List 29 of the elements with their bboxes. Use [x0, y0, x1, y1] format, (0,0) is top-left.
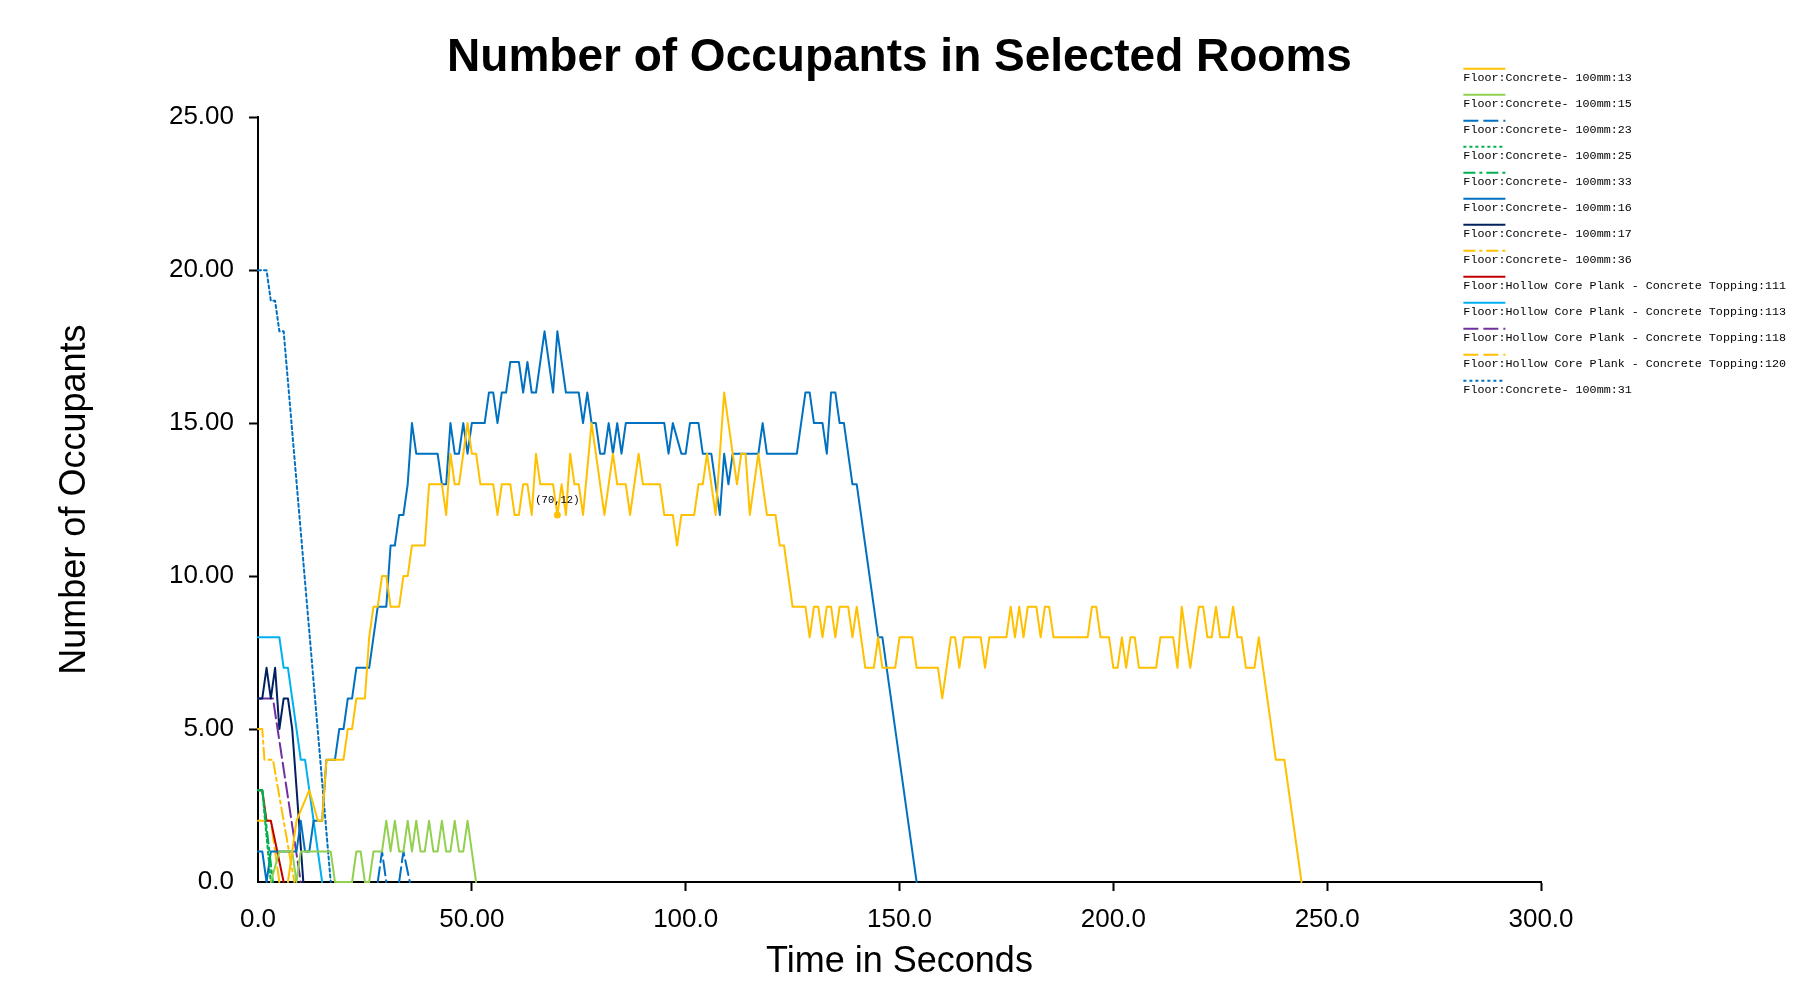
legend-label: Floor:Concrete- 100mm:31	[1463, 382, 1632, 397]
x-tick-label: 150.0	[866, 902, 933, 933]
chart-title: Number of Occupants in Selected Rooms	[447, 29, 1352, 82]
y-axis-title: Number of Occupants	[51, 324, 93, 675]
legend-label: Floor:Hollow Core Plank - Concrete Topping:120	[1463, 356, 1787, 371]
y-tick-label: 0.0	[197, 865, 234, 896]
y-tick-label: 25.00	[168, 100, 234, 131]
legend-label: Floor:Concrete- 100mm:25	[1463, 148, 1632, 163]
x-tick-label: 50.00	[439, 902, 505, 933]
y-tick-label: 10.00	[168, 559, 234, 590]
legend-label: Floor:Concrete- 100mm:15	[1463, 96, 1632, 111]
legend-label: Floor:Concrete- 100mm:23	[1463, 122, 1632, 137]
x-tick-label: 300.0	[1508, 902, 1574, 933]
legend-label: Floor:Hollow Core Plank - Concrete Topping:118	[1463, 330, 1787, 345]
y-tick-label: 15.00	[168, 406, 234, 437]
y-tick-label: 20.00	[168, 253, 234, 284]
legend-label: Floor:Hollow Core Plank - Concrete Topping:113	[1463, 304, 1787, 319]
x-axis-title: Time in Seconds	[766, 939, 1033, 981]
y-tick-label: 5.00	[183, 712, 234, 743]
legend-label: Floor:Concrete- 100mm:17	[1463, 226, 1632, 241]
x-tick-label: 200.0	[1080, 902, 1146, 933]
legend-label: Floor:Concrete- 100mm:13	[1463, 70, 1632, 85]
x-tick-label: 0.0	[239, 902, 277, 933]
legend-label: Floor:Concrete- 100mm:16	[1463, 200, 1632, 215]
legend-label: Floor:Hollow Core Plank - Concrete Topping:111	[1463, 278, 1787, 293]
legend-label: Floor:Concrete- 100mm:36	[1463, 252, 1632, 267]
x-tick-label: 100.0	[653, 902, 719, 933]
legend-label: Floor:Concrete- 100mm:33	[1463, 174, 1632, 189]
x-tick-label: 250.0	[1294, 902, 1360, 933]
